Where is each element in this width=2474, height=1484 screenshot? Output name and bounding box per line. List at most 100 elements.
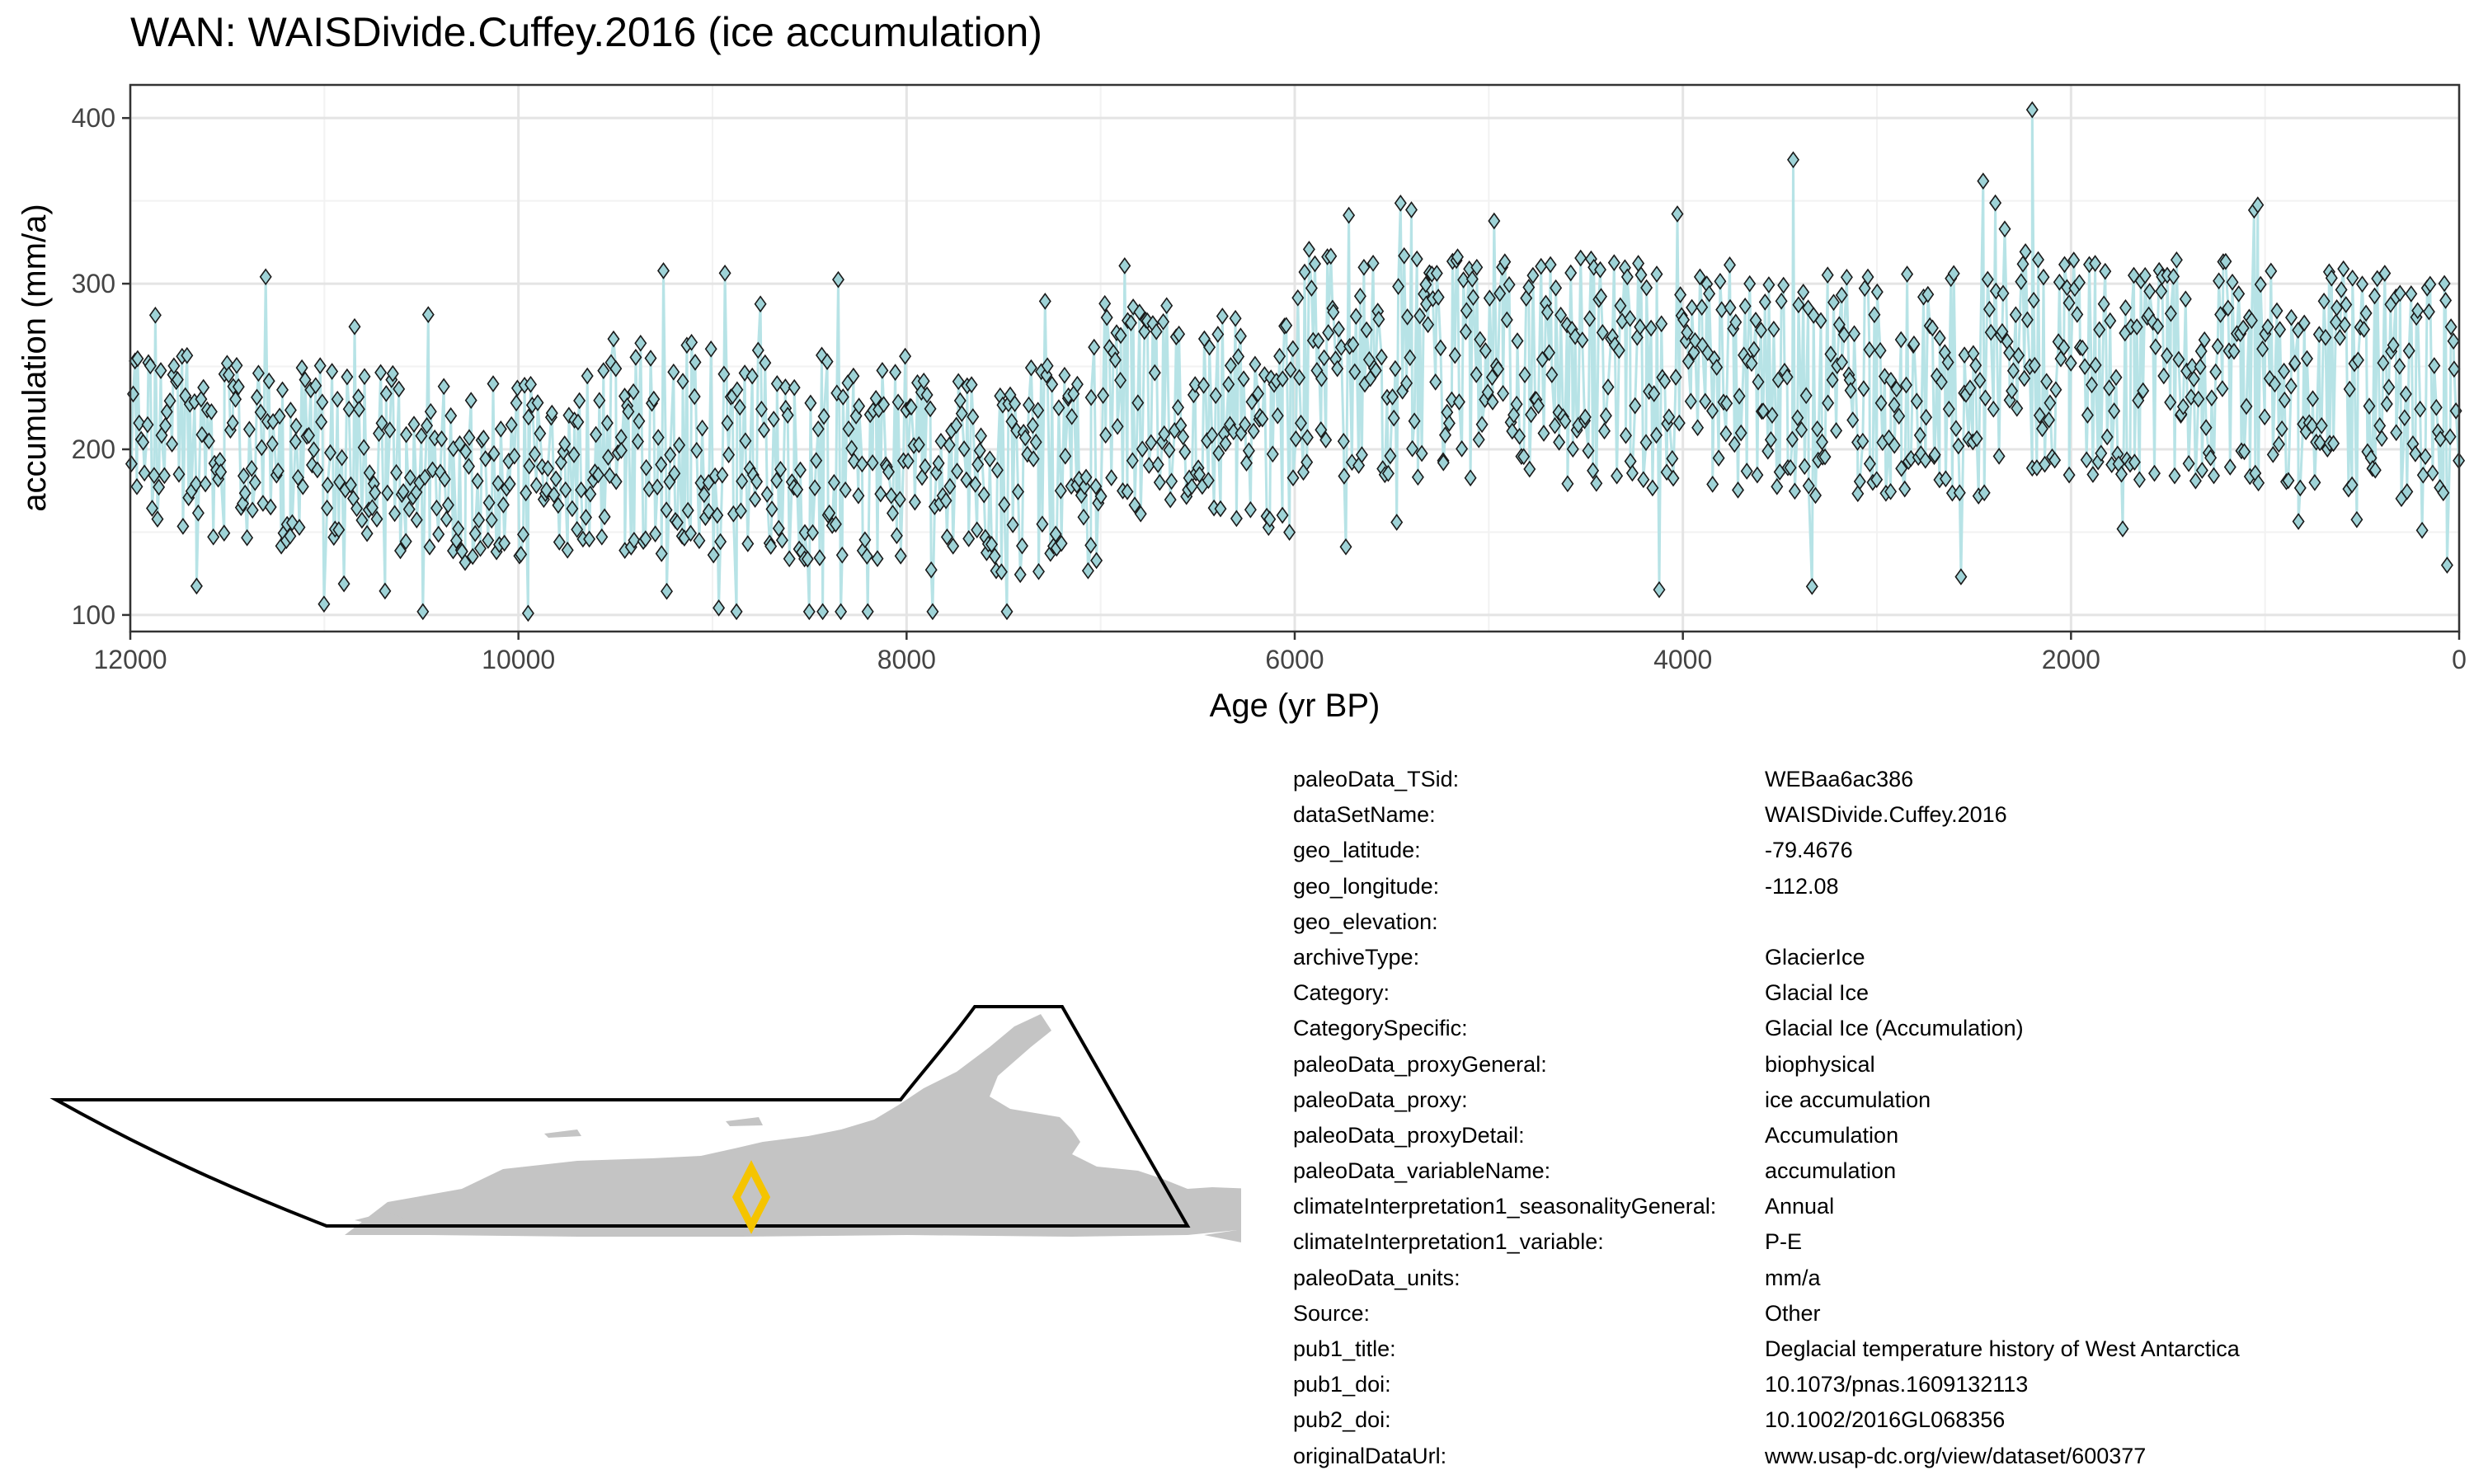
- data-point: [1244, 500, 1257, 519]
- data-point: [721, 414, 734, 432]
- data-point: [437, 378, 450, 396]
- data-point: [1648, 385, 1661, 402]
- data-point: [1844, 382, 1857, 399]
- data-point: [1309, 255, 1321, 273]
- data-point: [1868, 306, 1881, 324]
- data-point: [1950, 420, 1963, 438]
- data-point: [1513, 427, 1526, 445]
- data-point: [1099, 426, 1112, 444]
- data-point: [523, 457, 536, 475]
- data-point: [125, 455, 138, 472]
- data-point: [505, 416, 518, 434]
- data-point: [1830, 422, 1843, 439]
- data-point: [1788, 482, 1801, 500]
- data-point: [435, 430, 448, 448]
- data-point: [393, 380, 406, 398]
- data-point: [2089, 356, 2102, 374]
- data-point: [832, 270, 844, 289]
- data-point: [363, 464, 376, 481]
- data-point: [423, 538, 436, 556]
- data-point: [2272, 435, 2285, 453]
- metadata-value: Annual: [1765, 1194, 1835, 1219]
- data-point: [313, 357, 327, 374]
- data-point: [2382, 378, 2396, 396]
- data-point: [698, 486, 711, 504]
- data-point: [1751, 466, 1764, 484]
- data-point: [676, 373, 689, 390]
- data-point: [609, 359, 623, 378]
- data-point: [647, 390, 661, 408]
- data-point: [1203, 338, 1216, 356]
- data-point: [2439, 292, 2453, 309]
- data-point: [1470, 366, 1483, 383]
- data-point: [1289, 430, 1302, 448]
- data-point: [1498, 253, 1512, 270]
- data-point: [1386, 388, 1399, 406]
- data-point: [1464, 469, 1477, 487]
- data-point: [1369, 362, 1382, 379]
- data-point: [520, 484, 533, 502]
- data-point: [882, 463, 895, 481]
- data-point: [1646, 479, 1659, 497]
- data-point: [1928, 446, 1941, 463]
- data-point: [2219, 252, 2232, 270]
- data-point: [866, 454, 879, 472]
- data-point: [2086, 376, 2098, 394]
- data-point: [355, 511, 369, 529]
- data-point: [1703, 284, 1716, 303]
- data-point: [473, 511, 486, 529]
- data-point: [770, 472, 783, 490]
- data-point: [1065, 407, 1079, 425]
- data-point: [781, 406, 794, 424]
- data-point: [581, 367, 594, 385]
- data-point: [1312, 332, 1325, 350]
- data-point: [1006, 516, 1019, 533]
- x-tick-label: 2000: [2042, 645, 2100, 674]
- data-point: [817, 407, 830, 425]
- data-point: [2067, 251, 2081, 269]
- data-point: [1319, 431, 1333, 448]
- data-point: [919, 458, 932, 476]
- data-point: [1510, 395, 1523, 413]
- data-point: [622, 402, 635, 420]
- data-point: [760, 486, 774, 503]
- data-point: [232, 378, 245, 396]
- metadata-key: paleoData_units:: [1293, 1265, 1460, 1290]
- data-point: [889, 364, 902, 381]
- data-point: [567, 446, 581, 463]
- data-point: [242, 420, 256, 439]
- data-point: [598, 508, 611, 526]
- data-point: [1952, 437, 1965, 455]
- data-point: [1038, 293, 1051, 310]
- data-point: [951, 463, 964, 480]
- data-point: [1954, 568, 1968, 585]
- data-point: [1077, 508, 1090, 526]
- data-point: [1884, 371, 1898, 389]
- data-point: [226, 414, 239, 432]
- data-point: [1574, 249, 1587, 267]
- data-point: [1475, 416, 1489, 434]
- data-point: [2093, 321, 2106, 339]
- metadata-value: www.usap-dc.org/view/dataset/600377: [1765, 1443, 2147, 1468]
- data-point: [1000, 603, 1014, 621]
- data-point: [2209, 363, 2222, 381]
- data-point: [602, 448, 614, 466]
- data-point: [673, 436, 686, 454]
- data-point: [2265, 262, 2278, 280]
- data-point: [575, 481, 588, 499]
- metadata-value: -79.4676: [1765, 838, 1853, 863]
- data-point: [2240, 397, 2253, 416]
- data-point: [893, 491, 906, 509]
- data-point: [971, 455, 985, 473]
- data-point: [2415, 521, 2429, 539]
- site-marker-diamond: [731, 1160, 771, 1234]
- data-point: [957, 440, 971, 458]
- data-point: [2164, 304, 2177, 322]
- data-point: [2308, 473, 2321, 491]
- data-point: [894, 547, 907, 565]
- data-point: [891, 393, 905, 411]
- data-point: [1797, 284, 1810, 301]
- data-point: [1738, 297, 1752, 315]
- data-point: [2179, 290, 2192, 308]
- data-point: [1467, 289, 1479, 306]
